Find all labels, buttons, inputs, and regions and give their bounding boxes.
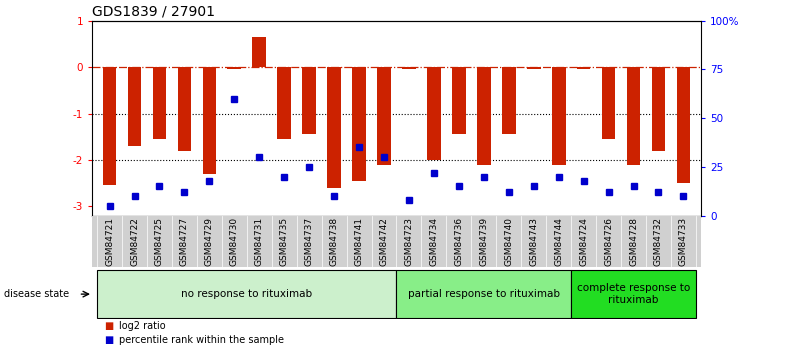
Text: partial response to rituximab: partial response to rituximab — [408, 289, 560, 299]
Bar — [277, 67, 291, 139]
Text: GSM84743: GSM84743 — [529, 217, 538, 266]
Text: GSM84729: GSM84729 — [205, 217, 214, 266]
Bar — [352, 67, 366, 181]
Text: GSM84725: GSM84725 — [155, 217, 164, 266]
Bar — [602, 67, 615, 139]
Bar — [252, 37, 266, 67]
Bar — [377, 67, 391, 165]
Text: disease state: disease state — [4, 289, 69, 299]
Bar — [527, 67, 541, 69]
Bar — [302, 67, 316, 135]
Bar — [477, 67, 491, 165]
Text: GSM84744: GSM84744 — [554, 217, 563, 266]
FancyBboxPatch shape — [396, 270, 571, 318]
Text: ■: ■ — [104, 321, 114, 331]
Text: GSM84740: GSM84740 — [505, 217, 513, 266]
Bar — [227, 67, 241, 69]
Bar — [103, 67, 116, 186]
FancyBboxPatch shape — [571, 270, 696, 318]
Bar — [402, 67, 416, 69]
Text: GSM84730: GSM84730 — [230, 217, 239, 266]
Bar — [577, 67, 590, 69]
Text: GSM84721: GSM84721 — [105, 217, 114, 266]
Text: log2 ratio: log2 ratio — [119, 321, 165, 331]
Bar — [203, 67, 216, 174]
Text: GSM84733: GSM84733 — [679, 217, 688, 266]
Bar — [502, 67, 516, 135]
Text: GSM84741: GSM84741 — [355, 217, 364, 266]
Text: GSM84722: GSM84722 — [130, 217, 139, 266]
Text: GSM84723: GSM84723 — [405, 217, 413, 266]
Bar — [127, 67, 142, 146]
Text: ■: ■ — [104, 335, 114, 345]
Text: GSM84728: GSM84728 — [629, 217, 638, 266]
FancyBboxPatch shape — [97, 270, 396, 318]
Bar — [178, 67, 191, 151]
Text: complete response to
rituximab: complete response to rituximab — [577, 283, 690, 305]
Bar — [552, 67, 566, 165]
Text: GSM84739: GSM84739 — [479, 217, 489, 266]
Bar — [626, 67, 640, 165]
Text: GSM84736: GSM84736 — [454, 217, 463, 266]
Text: GSM84726: GSM84726 — [604, 217, 613, 266]
Text: GSM84724: GSM84724 — [579, 217, 588, 266]
Text: GSM84732: GSM84732 — [654, 217, 663, 266]
Bar — [153, 67, 167, 139]
Text: GSM84731: GSM84731 — [255, 217, 264, 266]
Bar — [328, 67, 341, 188]
Text: GSM84742: GSM84742 — [380, 217, 388, 266]
Bar — [427, 67, 441, 160]
Bar — [452, 67, 465, 135]
Text: GSM84727: GSM84727 — [180, 217, 189, 266]
Bar — [651, 67, 666, 151]
Text: GSM84738: GSM84738 — [330, 217, 339, 266]
Text: GSM84737: GSM84737 — [304, 217, 314, 266]
Bar — [677, 67, 690, 183]
Text: percentile rank within the sample: percentile rank within the sample — [119, 335, 284, 345]
Text: GDS1839 / 27901: GDS1839 / 27901 — [92, 4, 215, 18]
Text: GSM84734: GSM84734 — [429, 217, 438, 266]
Text: GSM84735: GSM84735 — [280, 217, 288, 266]
Text: no response to rituximab: no response to rituximab — [181, 289, 312, 299]
